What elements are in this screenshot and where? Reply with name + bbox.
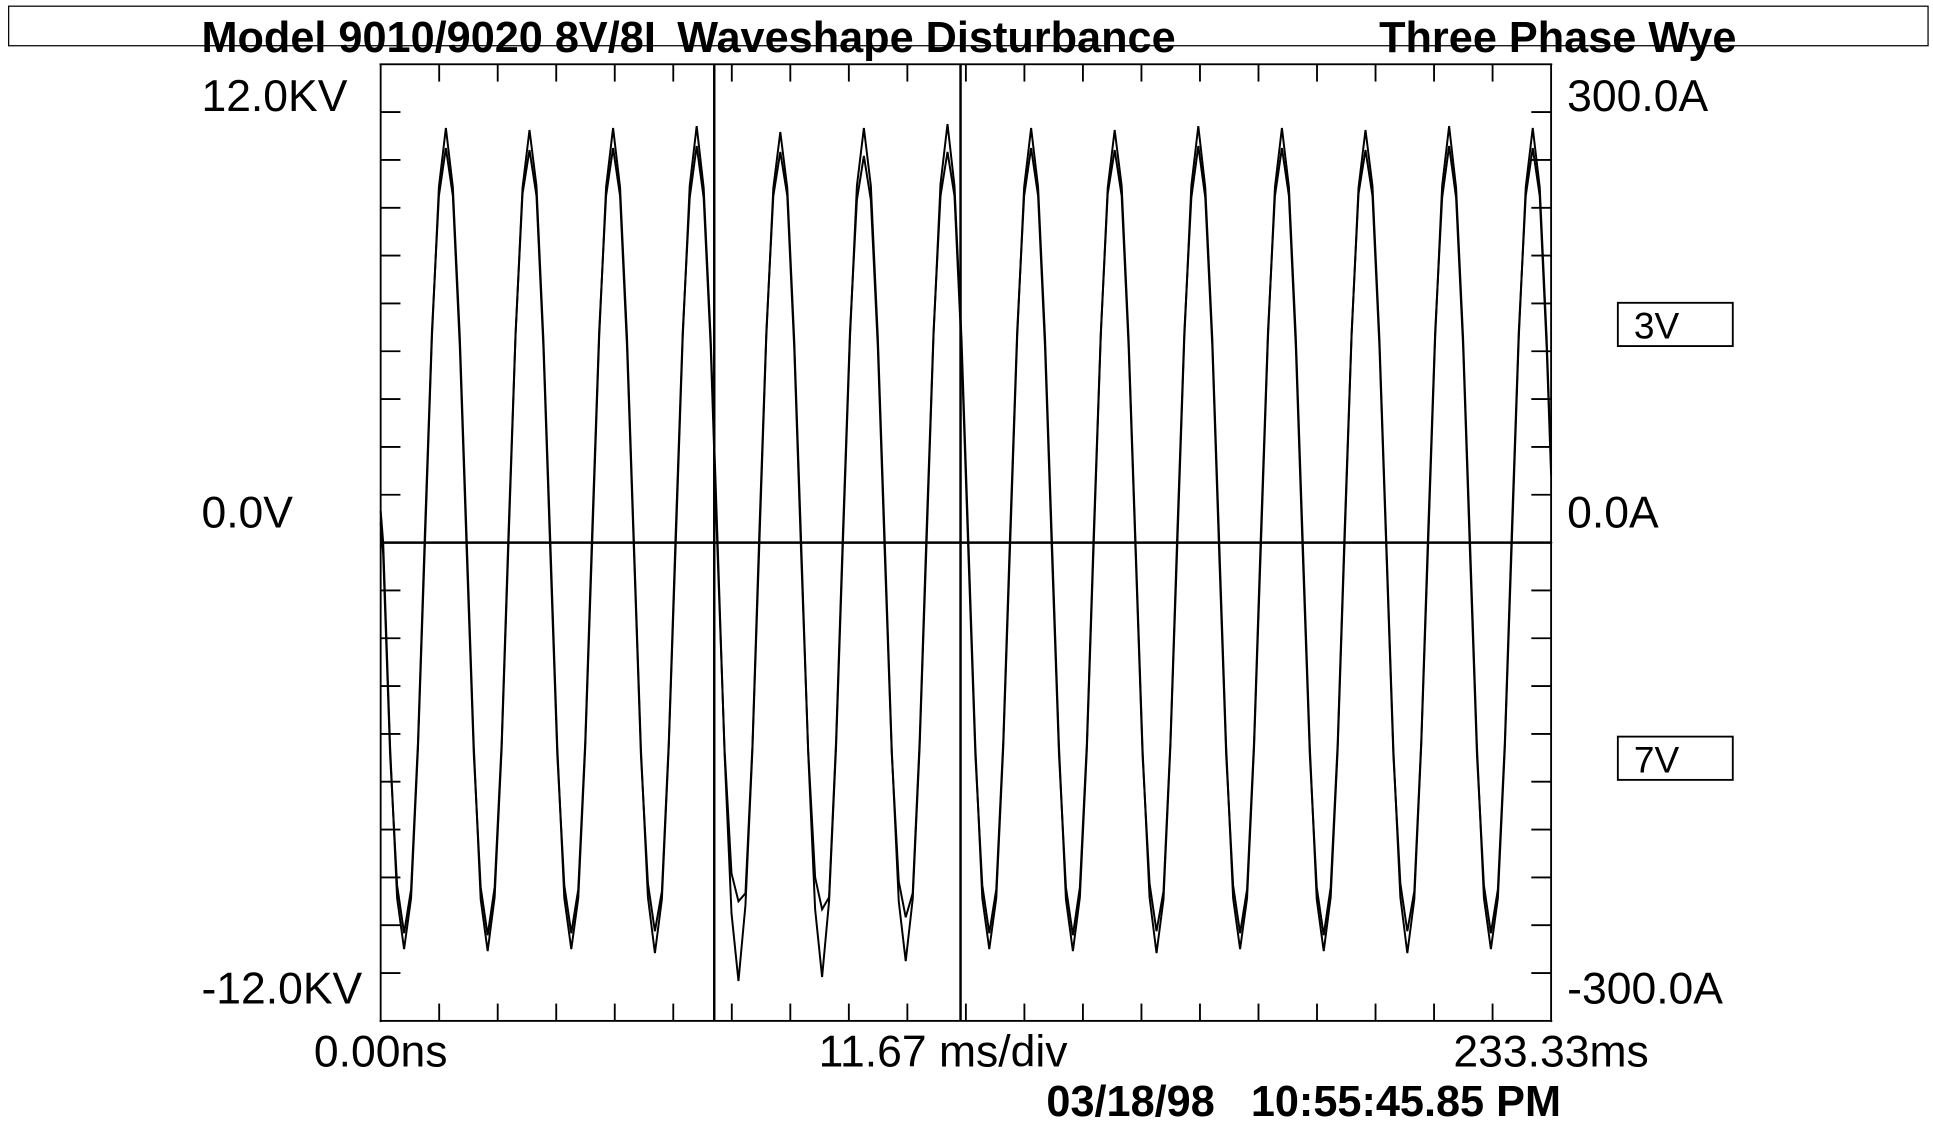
x-tick-label: 233.33ms bbox=[1453, 1028, 1648, 1077]
y2-tick-label: 0.0A bbox=[1567, 489, 1659, 538]
legend-box bbox=[1616, 735, 1734, 781]
legend-box bbox=[1616, 301, 1734, 347]
legend-label: 3V bbox=[1634, 305, 1680, 347]
timestamp: 03/18/98 10:55:45.85 PM bbox=[1046, 1078, 1561, 1121]
header-right: Three Phase Wye bbox=[1379, 14, 1736, 62]
x-tick-label: 0.00ns bbox=[314, 1028, 448, 1077]
chart-title: Waveshape Disturbance bbox=[677, 14, 1175, 62]
y2-tick-label: -300.0A bbox=[1567, 965, 1723, 1014]
y2-tick-label: 300.0A bbox=[1567, 72, 1708, 121]
y-tick-label: -12.0KV bbox=[201, 965, 362, 1014]
header-left: Model 9010/9020 8V/8I bbox=[201, 14, 655, 62]
y-tick-label: 0.0V bbox=[201, 489, 293, 538]
x-axis-label: 11.67 ms/div bbox=[819, 1028, 1069, 1077]
y-tick-label: 12.0KV bbox=[201, 72, 347, 121]
header-box bbox=[8, 5, 1929, 47]
legend-label: 7V bbox=[1634, 738, 1680, 780]
waveform bbox=[379, 145, 1553, 936]
